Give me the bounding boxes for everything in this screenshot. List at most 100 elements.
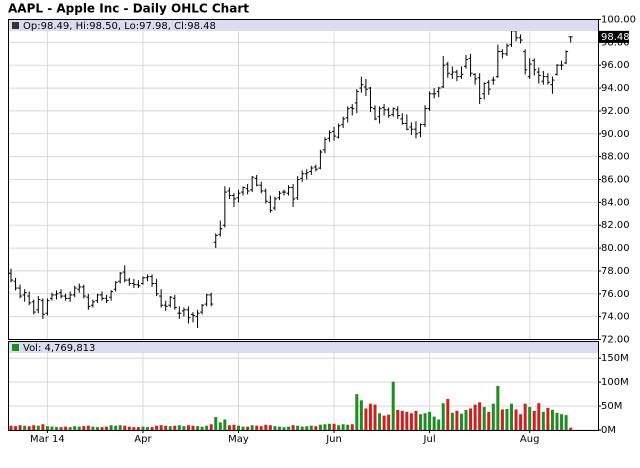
price-info: Op:98.49, Hi:98.50, Lo:97.98, Cl:98.48 (23, 21, 216, 32)
volume-bar (27, 426, 31, 430)
volume-bar (314, 426, 318, 430)
volume-bar (214, 417, 218, 430)
volume-bar (223, 419, 227, 430)
y-tick-label: 96.00 (601, 60, 630, 71)
volume-bar (100, 427, 104, 430)
volume-bar (82, 426, 86, 430)
volume-bar (186, 425, 190, 430)
volume-bar (250, 425, 254, 430)
volume-bar (359, 400, 363, 430)
volume-bar (541, 411, 545, 430)
chart-title: AAPL - Apple Inc - Daily OHLC Chart (8, 2, 249, 16)
volume-bar (487, 411, 491, 430)
volume-bar (550, 409, 554, 430)
volume-bar (9, 425, 13, 430)
y-tick-label: 100.00 (601, 15, 636, 26)
volume-bar (560, 414, 564, 430)
volume-bar (423, 413, 427, 430)
volume-bar (432, 416, 436, 430)
volume-bar (450, 412, 454, 430)
volume-bar (264, 424, 268, 430)
volume-bar (400, 410, 404, 430)
volume-bar (237, 425, 240, 430)
y-tick-label: 78.00 (601, 266, 630, 277)
volume-bar (32, 425, 36, 430)
volume-bar (446, 398, 450, 430)
volume-bar (268, 425, 272, 430)
volume-bar (296, 425, 300, 430)
y-tick-label: 88.00 (601, 152, 630, 163)
volume-bar (341, 424, 345, 430)
volume-bar (136, 427, 140, 430)
x-tick-label: Jun (325, 434, 342, 445)
volume-bar (168, 426, 172, 430)
volume-bar (127, 426, 131, 430)
price-header-bar (9, 20, 598, 31)
y-tick-label: 74.00 (601, 312, 630, 323)
x-tick-label: May (228, 434, 249, 445)
volume-bar (114, 425, 118, 430)
volume-bar (309, 425, 313, 430)
volume-bar (387, 414, 391, 430)
volume-bar (118, 425, 122, 430)
volume-bar (182, 426, 186, 430)
y-tick-label: 50M (601, 401, 622, 412)
volume-bar (73, 426, 77, 430)
volume-bar (528, 407, 532, 430)
volume-bar (255, 425, 259, 430)
volume-bar (150, 427, 154, 430)
volume-bar (191, 425, 195, 430)
volume-bar (246, 426, 250, 430)
volume-bar (68, 427, 72, 430)
volume-bar (473, 404, 477, 430)
volume-bar (41, 424, 45, 430)
volume-bar (323, 424, 327, 430)
volume-bar (564, 415, 568, 430)
last-value-label: 98.48 (601, 32, 630, 43)
volume-bar (159, 425, 163, 430)
volume-bar (64, 426, 68, 430)
volume-bar (414, 410, 418, 430)
volume-bar (555, 412, 559, 430)
volume-bar (332, 423, 336, 430)
volume-bar (209, 424, 213, 430)
volume-bar (241, 426, 245, 430)
volume-bar (469, 408, 473, 430)
volume-bar (132, 427, 136, 430)
volume-bar (18, 425, 22, 430)
volume-bar (277, 426, 281, 430)
volume-bar (109, 425, 113, 430)
volume-bar (364, 408, 368, 430)
volume-bar (464, 409, 468, 430)
volume-bar (45, 426, 49, 430)
volume-bar (173, 425, 177, 430)
volume-bar (164, 425, 168, 430)
volume-info: Vol: 4,769,813 (23, 343, 95, 354)
volume-bar (328, 423, 331, 430)
volume-bar (428, 411, 432, 430)
volume-bar (318, 424, 322, 430)
volume-bar (50, 426, 54, 430)
volume-bar (282, 427, 286, 430)
volume-bar (419, 414, 422, 430)
volume-bar (405, 411, 409, 430)
volume-bar (441, 403, 445, 430)
volume-bar (86, 425, 90, 430)
volume-bar (36, 425, 40, 430)
volume-bar (346, 424, 350, 430)
volume-bar (146, 427, 149, 430)
volume-bar (59, 427, 63, 430)
volume-bar (409, 413, 413, 430)
y-tick-label: 90.00 (601, 129, 630, 140)
last-value-box (599, 30, 629, 43)
price-header-icon (12, 22, 19, 29)
volume-bar (77, 426, 81, 430)
volume-bar (91, 426, 95, 430)
volume-panel-border (8, 341, 599, 431)
y-tick-label: 150M (601, 353, 629, 364)
volume-bar (505, 408, 509, 430)
volume-bar (482, 407, 486, 430)
y-tick-label: 82.00 (601, 220, 630, 231)
volume-bar (337, 425, 341, 430)
